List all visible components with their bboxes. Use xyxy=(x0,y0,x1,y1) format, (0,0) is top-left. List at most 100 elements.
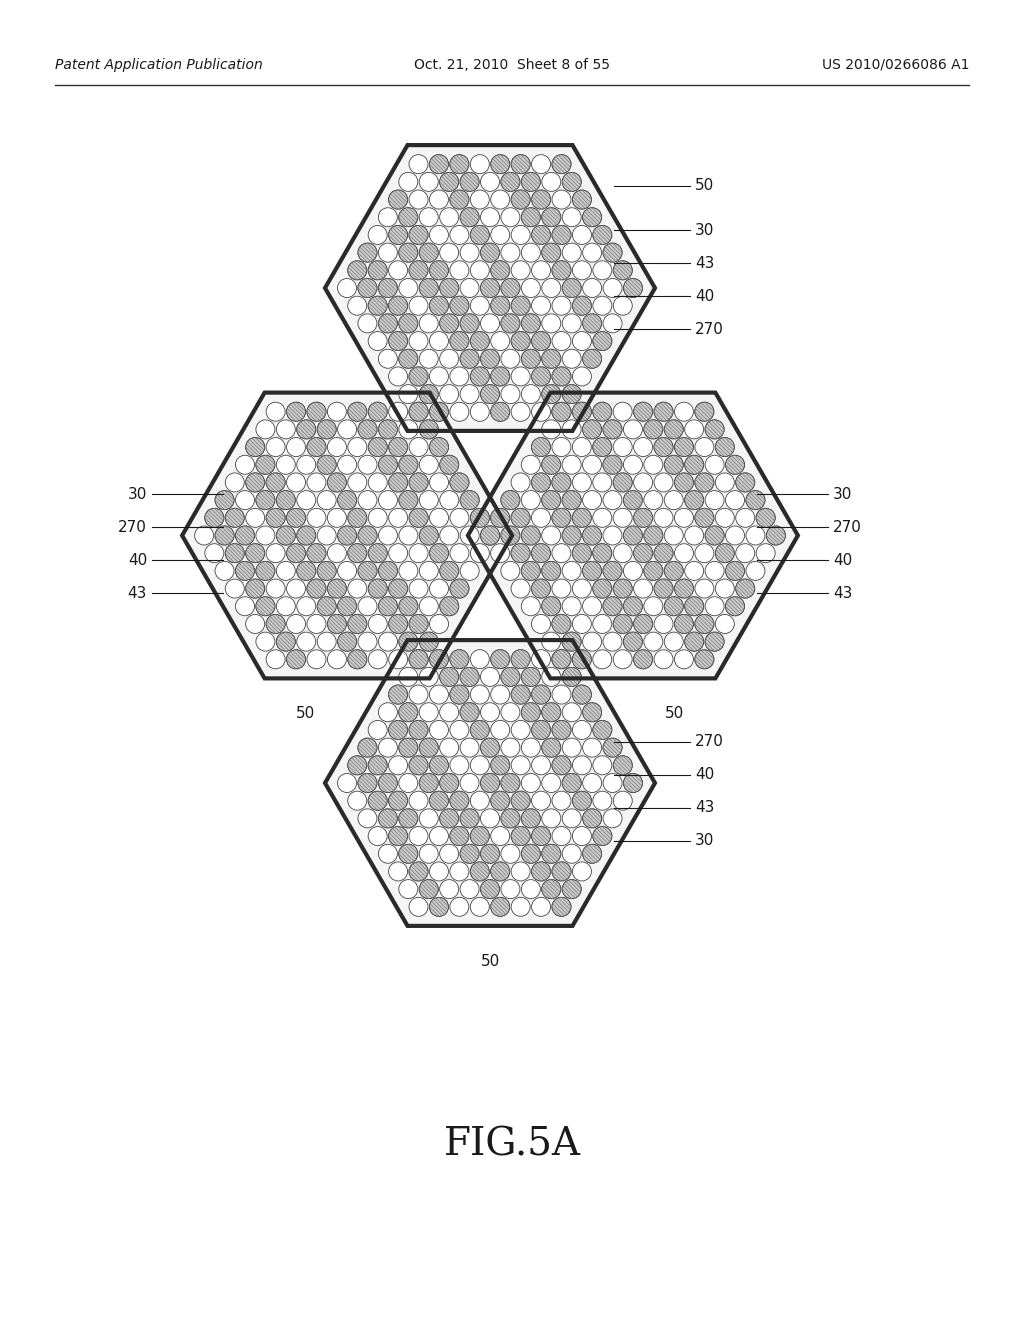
Circle shape xyxy=(398,243,418,263)
Circle shape xyxy=(460,668,479,686)
Circle shape xyxy=(429,296,449,315)
Circle shape xyxy=(542,491,561,510)
Circle shape xyxy=(429,261,449,280)
Circle shape xyxy=(490,190,510,209)
Circle shape xyxy=(369,544,387,562)
Circle shape xyxy=(246,614,264,634)
Circle shape xyxy=(398,314,418,333)
Circle shape xyxy=(716,579,734,598)
Circle shape xyxy=(460,561,479,581)
Circle shape xyxy=(501,314,520,333)
Circle shape xyxy=(706,420,724,438)
Circle shape xyxy=(398,207,418,227)
Circle shape xyxy=(583,455,601,474)
Circle shape xyxy=(511,190,530,209)
Text: Patent Application Publication: Patent Application Publication xyxy=(55,58,263,73)
Circle shape xyxy=(542,561,561,581)
Circle shape xyxy=(542,243,561,263)
Circle shape xyxy=(470,226,489,244)
Circle shape xyxy=(766,525,785,545)
Circle shape xyxy=(460,525,479,545)
Circle shape xyxy=(542,632,561,651)
Circle shape xyxy=(572,261,592,280)
Circle shape xyxy=(726,597,744,615)
Circle shape xyxy=(225,544,245,562)
Circle shape xyxy=(654,544,673,562)
Circle shape xyxy=(634,403,652,421)
Circle shape xyxy=(531,685,551,704)
Circle shape xyxy=(287,508,305,527)
Circle shape xyxy=(552,756,571,775)
Circle shape xyxy=(369,296,387,315)
Circle shape xyxy=(511,508,530,527)
Circle shape xyxy=(348,508,367,527)
Circle shape xyxy=(531,826,551,846)
Circle shape xyxy=(531,296,551,315)
Circle shape xyxy=(603,561,622,581)
Circle shape xyxy=(562,774,582,792)
Text: 43: 43 xyxy=(695,800,715,816)
Circle shape xyxy=(358,738,377,758)
Circle shape xyxy=(695,473,714,492)
Circle shape xyxy=(583,350,602,368)
Circle shape xyxy=(470,296,489,315)
Circle shape xyxy=(297,632,315,651)
Circle shape xyxy=(593,791,611,810)
Circle shape xyxy=(756,508,775,527)
Circle shape xyxy=(409,226,428,244)
Circle shape xyxy=(603,455,622,474)
Circle shape xyxy=(215,525,234,545)
Circle shape xyxy=(675,614,693,634)
Circle shape xyxy=(379,455,397,474)
Circle shape xyxy=(593,226,611,244)
Circle shape xyxy=(685,561,703,581)
Circle shape xyxy=(276,420,295,438)
Circle shape xyxy=(583,702,602,722)
Circle shape xyxy=(369,756,387,775)
Circle shape xyxy=(603,491,622,510)
Circle shape xyxy=(480,525,500,545)
Circle shape xyxy=(379,207,397,227)
Circle shape xyxy=(613,261,632,280)
Circle shape xyxy=(317,420,336,438)
Circle shape xyxy=(307,508,326,527)
Circle shape xyxy=(603,243,622,263)
Circle shape xyxy=(552,721,571,739)
Circle shape xyxy=(685,420,703,438)
Circle shape xyxy=(470,685,489,704)
Circle shape xyxy=(521,845,541,863)
Circle shape xyxy=(480,738,500,758)
Circle shape xyxy=(542,702,561,722)
Circle shape xyxy=(369,403,387,421)
Circle shape xyxy=(735,579,755,598)
Circle shape xyxy=(542,279,561,297)
Circle shape xyxy=(562,279,582,297)
Circle shape xyxy=(398,350,418,368)
Polygon shape xyxy=(325,145,655,430)
Circle shape xyxy=(675,437,693,457)
Circle shape xyxy=(470,226,489,244)
Circle shape xyxy=(480,525,500,545)
Circle shape xyxy=(583,279,602,297)
Circle shape xyxy=(215,525,234,545)
Circle shape xyxy=(419,420,438,438)
Circle shape xyxy=(307,403,326,421)
Circle shape xyxy=(297,525,315,545)
Circle shape xyxy=(460,702,479,722)
Circle shape xyxy=(624,455,642,474)
Circle shape xyxy=(358,774,377,792)
Circle shape xyxy=(225,579,245,598)
Circle shape xyxy=(338,632,356,651)
Circle shape xyxy=(429,508,449,527)
Circle shape xyxy=(572,614,591,634)
Circle shape xyxy=(450,544,469,562)
Circle shape xyxy=(439,243,459,263)
Circle shape xyxy=(439,314,459,333)
Circle shape xyxy=(542,561,561,581)
Circle shape xyxy=(480,809,500,828)
Circle shape xyxy=(409,403,428,421)
Circle shape xyxy=(695,403,714,421)
Circle shape xyxy=(379,314,397,333)
Circle shape xyxy=(480,702,500,722)
Circle shape xyxy=(531,898,551,916)
